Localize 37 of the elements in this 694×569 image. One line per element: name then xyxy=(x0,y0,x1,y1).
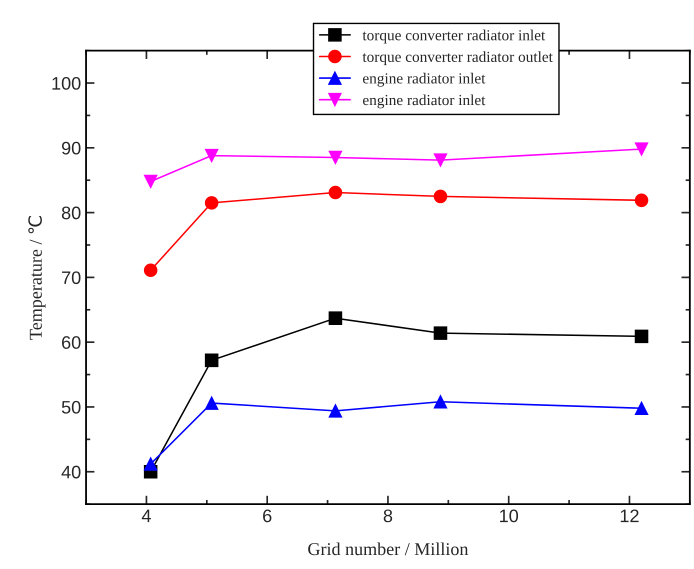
x-tick-label: 4 xyxy=(142,510,151,522)
point xyxy=(434,153,448,167)
point xyxy=(144,174,158,188)
legend-label: engine radiator inlet xyxy=(363,72,486,87)
point xyxy=(434,190,448,204)
x-tick-label: 6 xyxy=(263,509,272,522)
x-tick-label: 10 xyxy=(500,509,518,522)
y-tick-label: 80 xyxy=(62,206,80,220)
point xyxy=(434,326,448,340)
y-tick-label: 60 xyxy=(62,336,80,349)
point xyxy=(144,457,158,471)
point xyxy=(204,148,218,162)
point xyxy=(328,404,342,418)
legend-label: torque converter radiator inlet xyxy=(362,30,546,44)
point xyxy=(144,263,158,278)
x-tick-label: 12 xyxy=(620,509,639,522)
x-tick-label: 8 xyxy=(384,509,392,522)
y-tick-label: 40 xyxy=(62,466,80,478)
point xyxy=(634,401,648,416)
y-tick-label: 70 xyxy=(62,271,80,284)
point xyxy=(328,311,342,325)
y-tick-label: 90 xyxy=(62,142,80,155)
legend-label: torque converter radiator outlet xyxy=(362,51,553,66)
point xyxy=(204,354,218,368)
point xyxy=(634,330,648,344)
x-axis-title: Grid number / Million xyxy=(308,542,468,556)
point xyxy=(328,150,342,164)
point xyxy=(204,196,218,210)
y-tick-label: 100 xyxy=(52,76,80,90)
point xyxy=(634,194,648,208)
y-axis-title: Temperature / ℃ xyxy=(28,216,46,340)
legend-label: engine radiator inlet xyxy=(363,94,486,108)
point xyxy=(634,142,648,156)
point xyxy=(328,186,342,200)
point xyxy=(434,395,448,409)
point xyxy=(204,396,218,410)
y-tick-label: 50 xyxy=(62,400,80,414)
